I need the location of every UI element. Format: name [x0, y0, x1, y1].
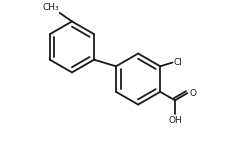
Text: O: O	[189, 89, 196, 98]
Text: OH: OH	[168, 116, 182, 125]
Text: CH₃: CH₃	[42, 3, 59, 12]
Text: Cl: Cl	[173, 58, 182, 67]
